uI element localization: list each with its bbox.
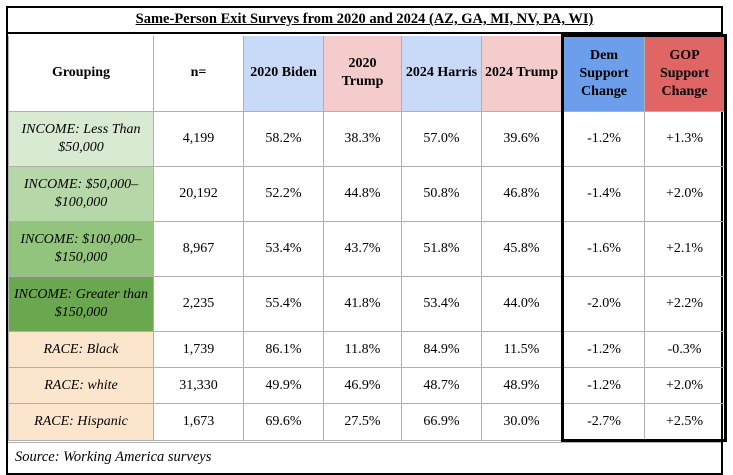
table-row: RACE: Black 1,739 86.1% 11.8% 84.9% 11.5% -1.2… xyxy=(8,331,727,368)
cell-harris_2024: 48.7% xyxy=(401,367,482,404)
cell-n: 20,192 xyxy=(153,166,244,222)
source-note: Source: Working America surveys xyxy=(8,442,721,473)
cell-n: 1,739 xyxy=(153,331,244,368)
cell-harris_2024: 53.4% xyxy=(401,276,482,332)
table-body: INCOME: Less Than $50,000 4,199 58.2% 38.3%… xyxy=(8,111,727,442)
table-title: Same-Person Exit Surveys from 2020 and 2… xyxy=(8,8,721,34)
table-row: INCOME: Greater than $150,000 2,235 55.4% 4… xyxy=(8,276,727,332)
cell-harris_2024: 57.0% xyxy=(401,111,482,167)
header-n: n= xyxy=(153,35,244,112)
cell-n: 4,199 xyxy=(153,111,244,167)
cell-biden_2020: 69.6% xyxy=(243,403,324,441)
cell-trump_2024: 45.8% xyxy=(481,221,563,277)
cell-trump_2024: 39.6% xyxy=(481,111,563,167)
header-gop-support-change: GOP Support Change xyxy=(644,34,727,112)
cell-trump_2024: 11.5% xyxy=(481,331,563,368)
cell-trump_2024: 48.9% xyxy=(481,367,563,404)
header-2020-trump: 2020 Trump xyxy=(323,35,402,112)
cell-trump_2024: 46.8% xyxy=(481,166,563,222)
header-grouping: Grouping xyxy=(8,35,154,112)
cell-gop_change: +2.1% xyxy=(644,221,727,277)
cell-dem_change: -1.2% xyxy=(561,367,645,404)
table-header: Grouping n= 2020 Biden 2020 Trump 2024 H… xyxy=(8,34,727,112)
header-row: Grouping n= 2020 Biden 2020 Trump 2024 H… xyxy=(8,34,727,112)
cell-biden_2020: 86.1% xyxy=(243,331,324,368)
cell-trump_2024: 44.0% xyxy=(481,276,563,332)
cell-harris_2024: 51.8% xyxy=(401,221,482,277)
cell-gop_change: +2.0% xyxy=(644,166,727,222)
cell-trump_2020: 46.9% xyxy=(323,367,402,404)
table-row: INCOME: $50,000–$100,000 20,192 52.2% 44.8%… xyxy=(8,166,727,222)
cell-n: 8,967 xyxy=(153,221,244,277)
cell-grouping: INCOME: $50,000–$100,000 xyxy=(8,166,154,222)
cell-trump_2020: 11.8% xyxy=(323,331,402,368)
cell-dem_change: -2.0% xyxy=(561,276,645,332)
cell-grouping: RACE: Black xyxy=(8,331,154,368)
header-dem-support-change: Dem Support Change xyxy=(561,34,645,112)
cell-harris_2024: 50.8% xyxy=(401,166,482,222)
cell-harris_2024: 84.9% xyxy=(401,331,482,368)
header-2020-biden: 2020 Biden xyxy=(243,35,324,112)
header-2024-trump: 2024 Trump xyxy=(481,35,563,112)
cell-biden_2020: 55.4% xyxy=(243,276,324,332)
cell-trump_2020: 27.5% xyxy=(323,403,402,441)
cell-n: 2,235 xyxy=(153,276,244,332)
exit-survey-table: Grouping n= 2020 Biden 2020 Trump 2024 H… xyxy=(8,34,727,442)
cell-dem_change: -1.2% xyxy=(561,331,645,368)
table-row: RACE: Hispanic 1,673 69.6% 27.5% 66.9% 30.0% -… xyxy=(8,403,727,442)
table-row: INCOME: $100,000–$150,000 8,967 53.4% 43.7%… xyxy=(8,221,727,277)
cell-trump_2020: 43.7% xyxy=(323,221,402,277)
cell-biden_2020: 49.9% xyxy=(243,367,324,404)
table-row: INCOME: Less Than $50,000 4,199 58.2% 38.3%… xyxy=(8,111,727,167)
cell-grouping: RACE: Hispanic xyxy=(8,403,154,441)
cell-grouping: INCOME: Less Than $50,000 xyxy=(8,111,154,167)
cell-dem_change: -2.7% xyxy=(561,403,645,442)
cell-grouping: INCOME: $100,000–$150,000 xyxy=(8,221,154,277)
cell-biden_2020: 58.2% xyxy=(243,111,324,167)
cell-gop_change: -0.3% xyxy=(644,331,727,368)
cell-dem_change: -1.4% xyxy=(561,166,645,222)
cell-dem_change: -1.6% xyxy=(561,221,645,277)
cell-gop_change: +1.3% xyxy=(644,111,727,167)
cell-grouping: INCOME: Greater than $150,000 xyxy=(8,276,154,332)
cell-n: 1,673 xyxy=(153,403,244,441)
table-title-text: Same-Person Exit Surveys from 2020 and 2… xyxy=(135,11,594,27)
cell-dem_change: -1.2% xyxy=(561,111,645,167)
survey-table-frame: Same-Person Exit Surveys from 2020 and 2… xyxy=(6,6,727,475)
cell-n: 31,330 xyxy=(153,367,244,404)
cell-biden_2020: 53.4% xyxy=(243,221,324,277)
cell-harris_2024: 66.9% xyxy=(401,403,482,441)
cell-trump_2020: 41.8% xyxy=(323,276,402,332)
cell-gop_change: +2.2% xyxy=(644,276,727,332)
header-2024-harris: 2024 Harris xyxy=(401,35,482,112)
cell-trump_2020: 44.8% xyxy=(323,166,402,222)
cell-biden_2020: 52.2% xyxy=(243,166,324,222)
cell-trump_2024: 30.0% xyxy=(481,403,563,441)
table-row: RACE: white 31,330 49.9% 46.9% 48.7% 48.9% -1.… xyxy=(8,367,727,404)
cell-gop_change: +2.0% xyxy=(644,367,727,404)
cell-grouping: RACE: white xyxy=(8,367,154,404)
cell-gop_change: +2.5% xyxy=(644,403,727,442)
cell-trump_2020: 38.3% xyxy=(323,111,402,167)
